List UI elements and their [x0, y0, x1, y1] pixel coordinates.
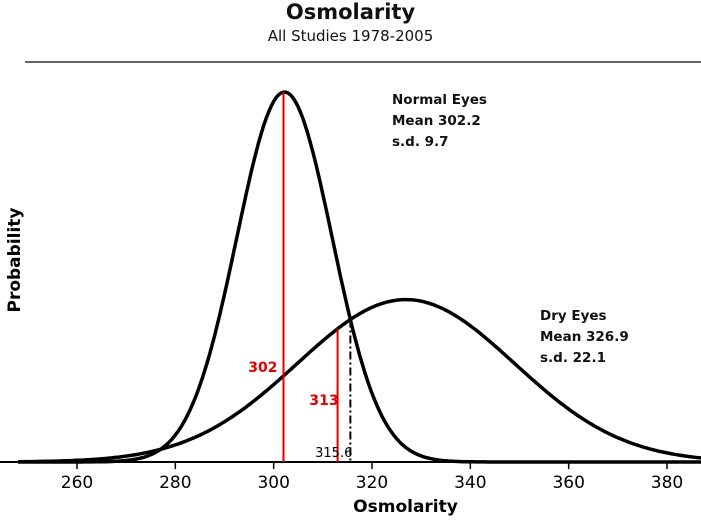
normal-eyes-name: Normal Eyes [392, 92, 487, 108]
marker-label: 302 [248, 360, 277, 376]
series-line-normal-eyes [18, 90, 701, 464]
marker-label: 313 [309, 393, 338, 409]
x-tick-label: 380 [651, 473, 683, 493]
normal-eyes-sd: s.d. 9.7 [392, 134, 449, 150]
series-line-dry-eyes [18, 297, 701, 464]
y-axis-label: Probability [5, 207, 25, 313]
x-axis-label: Osmolarity [353, 497, 458, 517]
chart-title: Osmolarity [285, 0, 416, 24]
x-tick-label: 280 [159, 473, 191, 493]
dry-eyes-mean: Mean 326.9 [540, 329, 629, 345]
x-tick-label: 300 [257, 473, 289, 493]
x-tick-label: 340 [454, 473, 486, 493]
x-tick-label: 360 [552, 473, 584, 493]
dry-eyes-sd: s.d. 22.1 [540, 350, 606, 366]
x-tick-label: 260 [61, 473, 93, 493]
dry-eyes-legend: Dry Eyes Mean 326.9 s.d. 22.1 [540, 306, 629, 369]
marker-label: 315.6 [315, 446, 352, 461]
chart-subtitle: All Studies 1978-2005 [267, 27, 434, 45]
normal-eyes-mean: Mean 302.2 [392, 113, 481, 129]
dry-eyes-name: Dry Eyes [540, 308, 607, 324]
normal-eyes-legend: Normal Eyes Mean 302.2 s.d. 9.7 [392, 90, 487, 153]
x-tick-label: 320 [356, 473, 388, 493]
